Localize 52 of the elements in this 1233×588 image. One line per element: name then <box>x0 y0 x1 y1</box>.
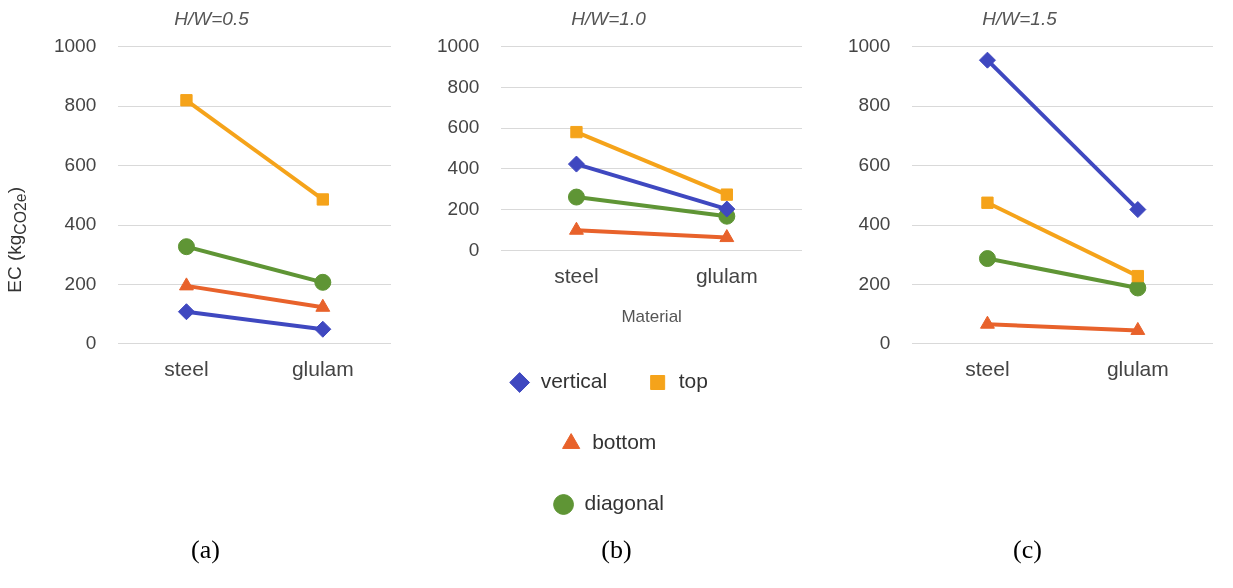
x-tick-label: glulam <box>291 357 354 381</box>
y-tick-label: 1000 <box>436 35 480 57</box>
point <box>978 250 996 268</box>
point <box>978 51 996 69</box>
point <box>567 155 585 173</box>
y-tick-label: 800 <box>64 94 97 116</box>
x-axis-title: Material <box>621 307 682 327</box>
text: (b) <box>600 535 633 565</box>
legend-label: top <box>678 369 708 393</box>
y-tick-label: 1000 <box>53 35 97 57</box>
y-tick-label: 600 <box>858 153 891 175</box>
point <box>567 188 585 206</box>
legend-label: diagonal <box>584 491 664 515</box>
y-tick-label: 200 <box>447 197 480 219</box>
x-tick-label: glulam <box>695 263 758 287</box>
point <box>1131 269 1144 283</box>
x-tick-label: steel <box>164 357 209 381</box>
point <box>314 320 332 338</box>
point <box>180 94 193 107</box>
y-tick-label: 600 <box>64 153 97 175</box>
x-tick-label: glulam <box>1106 357 1169 381</box>
point <box>981 196 994 209</box>
x-tick-label: steel <box>965 357 1010 381</box>
legend-label: vertical <box>540 369 608 393</box>
y-tick-label: 0 <box>879 332 891 354</box>
y-tick-label: 800 <box>858 94 891 116</box>
x-tick-label: steel <box>554 263 599 287</box>
y-tick-label: 0 <box>85 332 97 354</box>
text: (c) <box>1012 535 1043 565</box>
chart-title: H/W=0.5 <box>174 7 250 29</box>
point <box>720 188 733 201</box>
point <box>177 303 195 321</box>
point <box>314 273 332 291</box>
y-tick-label: 0 <box>468 238 480 260</box>
y-tick-label: 200 <box>858 272 891 294</box>
point <box>177 238 195 256</box>
y-tick-label: 800 <box>447 75 480 97</box>
y-tick-label: 400 <box>447 157 480 179</box>
point <box>570 125 583 139</box>
chart-title: H/W=1.0 <box>571 7 647 29</box>
y-tick-label: 200 <box>64 272 97 294</box>
point <box>316 193 329 206</box>
text: (a) <box>190 535 221 565</box>
legend-label: bottom <box>592 430 657 454</box>
y-tick-label: 1000 <box>847 35 891 57</box>
point <box>1129 201 1147 219</box>
y-tick-label: 400 <box>858 213 891 235</box>
chart-title: H/W=1.5 <box>982 7 1058 29</box>
y-tick-label: 400 <box>64 213 97 235</box>
point <box>1129 279 1147 297</box>
y-tick-label: 600 <box>447 116 480 138</box>
point <box>718 200 736 218</box>
